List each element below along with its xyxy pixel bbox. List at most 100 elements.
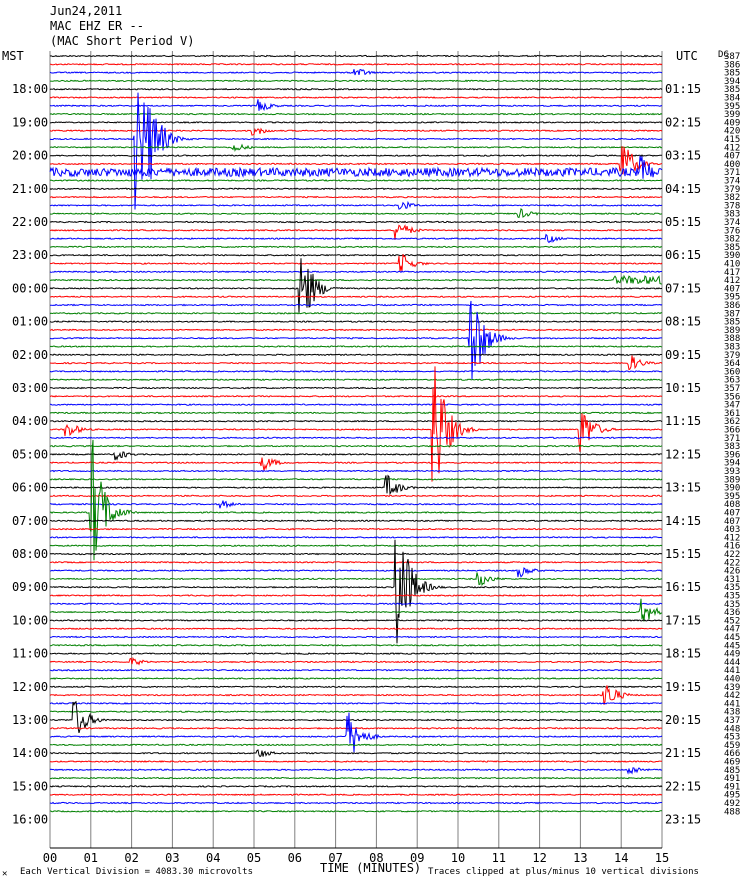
dc-offset-label: 378: [724, 201, 740, 211]
seismic-trace: [49, 552, 663, 556]
seismic-trace: [49, 469, 663, 473]
dc-offset-label: 466: [724, 749, 740, 759]
dc-offset-label: 393: [724, 467, 740, 477]
dc-offset-label: 453: [724, 733, 740, 743]
seismic-trace: [49, 69, 663, 76]
dc-offset-label: 491: [724, 774, 740, 784]
seismic-trace: [49, 635, 662, 639]
seismic-trace: [49, 394, 663, 398]
seismic-trace: [49, 477, 663, 481]
seismic-trace: [49, 411, 663, 415]
dc-offset-label: 485: [724, 766, 740, 776]
footer-mark: ✕: [2, 869, 7, 879]
dc-offset-label: 437: [724, 716, 740, 726]
dc-offset-label: 431: [724, 575, 740, 585]
x-tick-label: 14: [614, 851, 628, 865]
right-hour-label: 03:15: [665, 149, 701, 163]
right-hour-label: 02:15: [665, 115, 701, 129]
left-hour-label: 02:00: [12, 348, 48, 362]
dc-offset-label: 447: [724, 625, 740, 635]
right-hour-label: 20:15: [665, 713, 701, 727]
dc-offset-label: 407: [724, 284, 740, 294]
seismic-trace: [49, 451, 663, 461]
left-hour-label: 07:00: [12, 514, 48, 528]
right-hour-label: 10:15: [665, 381, 701, 395]
dc-offset-label: 422: [724, 550, 740, 560]
dc-offset-label: 412: [724, 143, 740, 153]
dc-offset-label: 383: [724, 343, 740, 353]
right-hour-label: 11:15: [665, 414, 701, 428]
seismic-trace: [49, 233, 663, 244]
left-hour-label: 06:00: [12, 481, 48, 495]
dc-offset-label: 366: [724, 426, 740, 436]
seismic-trace: [49, 712, 663, 753]
seismic-trace: [49, 710, 663, 714]
dc-offset-label: 374: [724, 177, 740, 187]
dc-offset-label: 382: [724, 193, 740, 203]
seismic-trace: [49, 743, 663, 747]
seismic-trace: [49, 143, 663, 153]
right-hour-label: 14:15: [665, 514, 701, 528]
labels: 00 01 02 03 04 05 06 07 08 09 10 11 12 13 14 15 18:00 01:…: [12, 52, 740, 865]
dc-offset-label: 388: [724, 334, 740, 344]
left-hour-label: 15:00: [12, 779, 48, 793]
left-hour-label: 16:00: [12, 813, 48, 827]
seismic-trace: [49, 809, 662, 813]
seismic-trace: [49, 749, 663, 758]
seismic-trace: [49, 539, 663, 644]
seismic-trace: [49, 254, 663, 272]
dc-offset-label: 390: [724, 484, 740, 494]
dc-offset-label: 385: [724, 69, 740, 79]
seismic-trace: [49, 224, 663, 240]
x-tick-label: 05: [247, 851, 261, 865]
dc-offset-label: 399: [724, 110, 740, 120]
dc-label: DC: [718, 50, 729, 60]
seismic-trace: [49, 320, 662, 323]
left-hour-label: 10:00: [12, 613, 48, 627]
seismic-trace: [49, 567, 663, 578]
seismic-trace: [49, 200, 663, 210]
dc-offset-label: 452: [724, 616, 740, 626]
dc-offset-label: 407: [724, 517, 740, 527]
seismic-trace: [49, 677, 663, 680]
x-tick-label: 08: [369, 851, 383, 865]
dc-offset-label: 441: [724, 666, 740, 676]
seismic-trace: [49, 619, 663, 622]
traces: [49, 54, 663, 813]
seismic-trace: [49, 96, 663, 99]
dc-offset-label: 364: [724, 359, 740, 369]
seismic-trace: [49, 536, 663, 539]
dc-offset-label: 371: [724, 434, 740, 444]
seismic-trace: [49, 353, 663, 357]
seismic-trace: [50, 419, 663, 423]
left-hour-label: 04:00: [12, 414, 48, 428]
dc-offset-label: 407: [724, 152, 740, 162]
dc-offset-label: 441: [724, 699, 740, 709]
seismic-trace: [49, 195, 663, 199]
seismic-trace: [49, 386, 662, 390]
seismic-trace: [49, 652, 662, 655]
dc-offset-label: 386: [724, 301, 740, 311]
seismic-trace: [49, 312, 663, 315]
right-hour-label: 04:15: [665, 182, 701, 196]
x-tick-label: 02: [124, 851, 138, 865]
left-hour-label: 09:00: [12, 580, 48, 594]
right-hour-label: 06:15: [665, 248, 701, 262]
scale-note: Each Vertical Division = 4083.30 microvo…: [20, 867, 253, 877]
left-hour-label: 18:00: [12, 82, 48, 96]
dc-offset-label: 384: [724, 94, 740, 104]
right-hour-label: 12:15: [665, 447, 701, 461]
seismic-trace: [49, 220, 663, 224]
right-hour-label: 21:15: [665, 746, 701, 760]
seismic-trace: [49, 121, 663, 124]
seismic-trace: [49, 92, 663, 210]
dc-offset-label: 363: [724, 376, 740, 386]
left-hour-label: 19:00: [12, 115, 48, 129]
right-hour-label: 08:15: [665, 315, 701, 329]
dc-offset-label: 394: [724, 459, 740, 469]
plot-area: [50, 51, 662, 848]
dc-offset-label: 445: [724, 633, 740, 643]
dc-offset-label: 374: [724, 218, 740, 228]
seismic-trace: [49, 793, 663, 797]
